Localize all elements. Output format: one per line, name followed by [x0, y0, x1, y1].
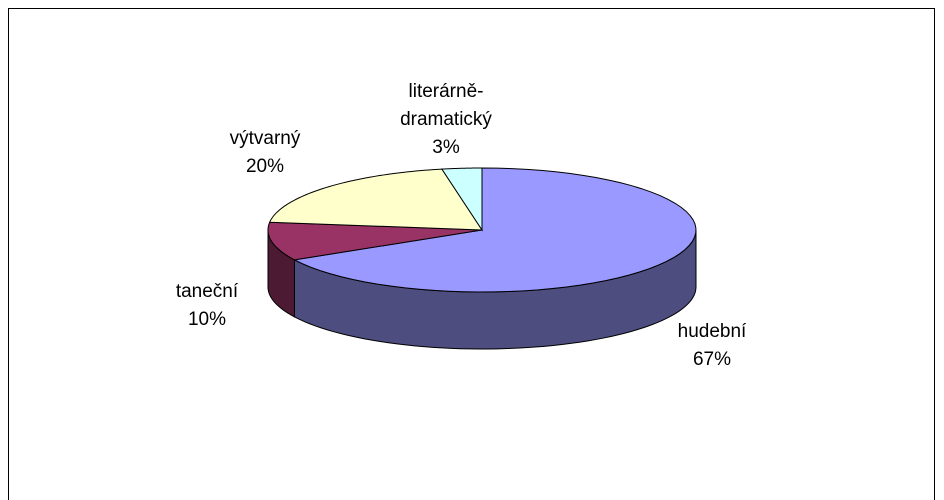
value-label: 10% — [187, 309, 227, 330]
data-label: hudební 67% — [657, 318, 767, 374]
category-label: literárně-dramatický — [400, 81, 492, 130]
slice — [441, 167, 483, 232]
category-label: výtvarný — [229, 128, 301, 149]
category-label: taneční — [175, 281, 239, 302]
category-label: hudební — [677, 321, 747, 342]
value-label: 67% — [692, 349, 732, 370]
value-label: 3% — [432, 137, 460, 158]
slice — [292, 167, 697, 293]
data-label: výtvarný 20% — [210, 125, 320, 181]
data-label: taneční 10% — [152, 278, 262, 334]
slice — [268, 168, 483, 231]
data-label: literárně-dramatický 3% — [396, 78, 496, 162]
chart-frame — [8, 8, 935, 500]
value-label: 20% — [245, 156, 285, 177]
slice — [267, 221, 483, 261]
